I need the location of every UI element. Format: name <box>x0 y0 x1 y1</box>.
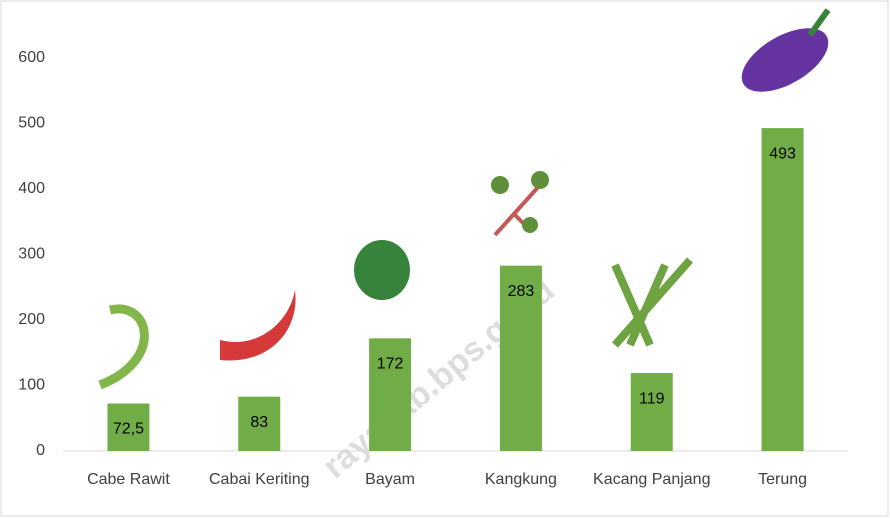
x-tick-label: Cabe Rawit <box>87 471 170 488</box>
y-tick-label: 600 <box>18 49 45 66</box>
bean-icon <box>611 257 693 348</box>
x-tick-label: Cabai Keriting <box>209 471 310 488</box>
y-tick-label: 100 <box>18 377 45 394</box>
value-label: 72,5 <box>113 421 144 438</box>
x-tick-label: Kacang Panjang <box>593 471 710 488</box>
leaf <box>491 176 509 194</box>
x-tick-label: Bayam <box>365 471 415 488</box>
leaf <box>522 217 538 233</box>
x-tick-label: Kangkung <box>485 471 557 488</box>
eggplant-icon <box>741 28 829 92</box>
value-label: 172 <box>377 356 404 373</box>
value-label: 83 <box>250 414 268 431</box>
value-label: 119 <box>639 390 665 407</box>
bar <box>761 128 804 451</box>
bar <box>499 265 542 451</box>
y-tick-label: 300 <box>18 246 45 263</box>
leaf <box>531 171 549 189</box>
value-label: 283 <box>508 283 535 300</box>
y-tick-label: 400 <box>18 180 45 197</box>
bar <box>630 373 673 451</box>
bar <box>107 403 150 451</box>
stem <box>807 8 831 37</box>
value-label: 493 <box>769 145 796 162</box>
bar <box>369 338 412 451</box>
chili-icon <box>98 304 149 390</box>
chili-icon <box>220 290 296 361</box>
bar <box>238 396 281 451</box>
spinach-icon <box>354 240 410 300</box>
y-tick-label: 200 <box>18 311 45 328</box>
y-tick-label: 500 <box>18 115 45 132</box>
y-tick-label: 0 <box>36 442 45 459</box>
decorations <box>98 8 831 390</box>
x-tick-label: Terung <box>758 471 807 488</box>
